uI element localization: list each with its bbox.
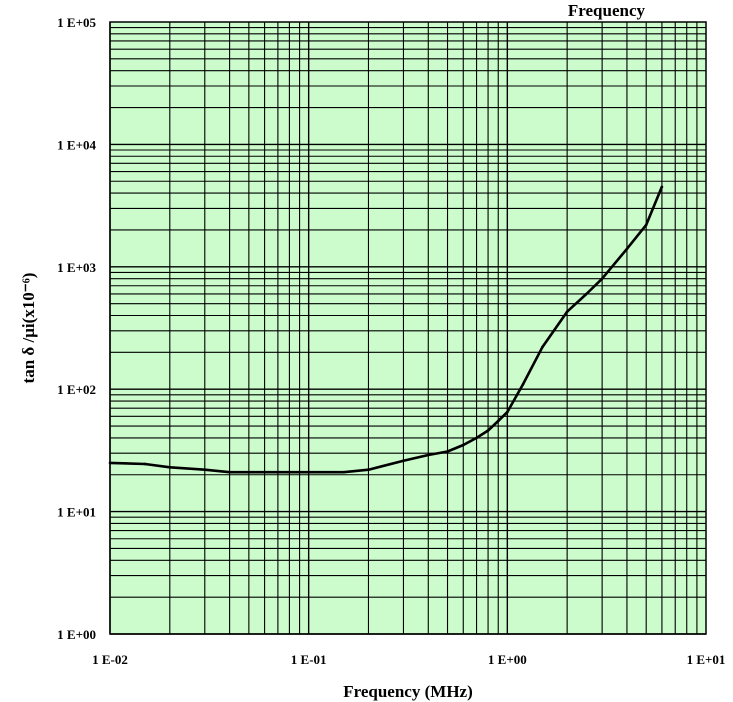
y-tick-label: 1 E+04 <box>57 137 96 152</box>
y-axis-title: tan δ /μi(x10⁻⁶) <box>19 273 38 384</box>
data-point <box>541 345 544 349</box>
data-point <box>426 453 430 457</box>
data-point <box>585 292 588 296</box>
data-point <box>228 470 231 474</box>
data-point <box>461 443 465 447</box>
y-tick-label: 1 E+00 <box>57 627 96 642</box>
data-point <box>660 185 664 189</box>
data-point <box>565 310 569 313</box>
y-tick-label: 1 E+01 <box>57 505 96 520</box>
data-point <box>644 223 648 227</box>
x-tick-label: 1 E+01 <box>687 652 726 667</box>
y-tick-label: 1 E+05 <box>57 15 96 30</box>
data-point <box>600 277 604 280</box>
plot-frame <box>109 21 707 635</box>
data-point <box>446 450 449 453</box>
x-tick-label: 1 E-01 <box>291 652 327 667</box>
data-point <box>475 436 478 440</box>
x-tick-labels: 1 E-02 1 E-01 1 E+00 1 E+01 <box>92 652 725 667</box>
y-tick-labels: 1 E+00 1 E+01 1 E+02 1 E+03 1 E+04 1 E+05 <box>57 15 96 642</box>
data-point <box>625 247 629 251</box>
data-point <box>263 470 266 474</box>
x-axis-title: Frequency (MHz) <box>343 682 473 701</box>
grid <box>109 22 706 635</box>
y-tick-label: 1 E+03 <box>57 260 96 275</box>
data-point <box>342 470 345 474</box>
data-point <box>203 468 207 471</box>
x-tick-label: 1 E+00 <box>488 652 527 667</box>
data-point <box>402 459 405 463</box>
data-point <box>168 466 172 469</box>
data-point <box>367 468 370 471</box>
plot-background <box>110 22 706 634</box>
data-point <box>496 419 500 423</box>
data-point <box>307 470 310 474</box>
data-point <box>506 410 509 414</box>
data-point <box>288 470 291 474</box>
y-tick-label: 1 E+02 <box>57 382 96 397</box>
data-point <box>143 462 147 466</box>
chart-title: Frequency <box>568 1 646 20</box>
x-tick-label: 1 E-02 <box>92 652 128 667</box>
series-line <box>109 186 664 474</box>
data-point <box>486 429 490 432</box>
data-point <box>521 382 525 386</box>
